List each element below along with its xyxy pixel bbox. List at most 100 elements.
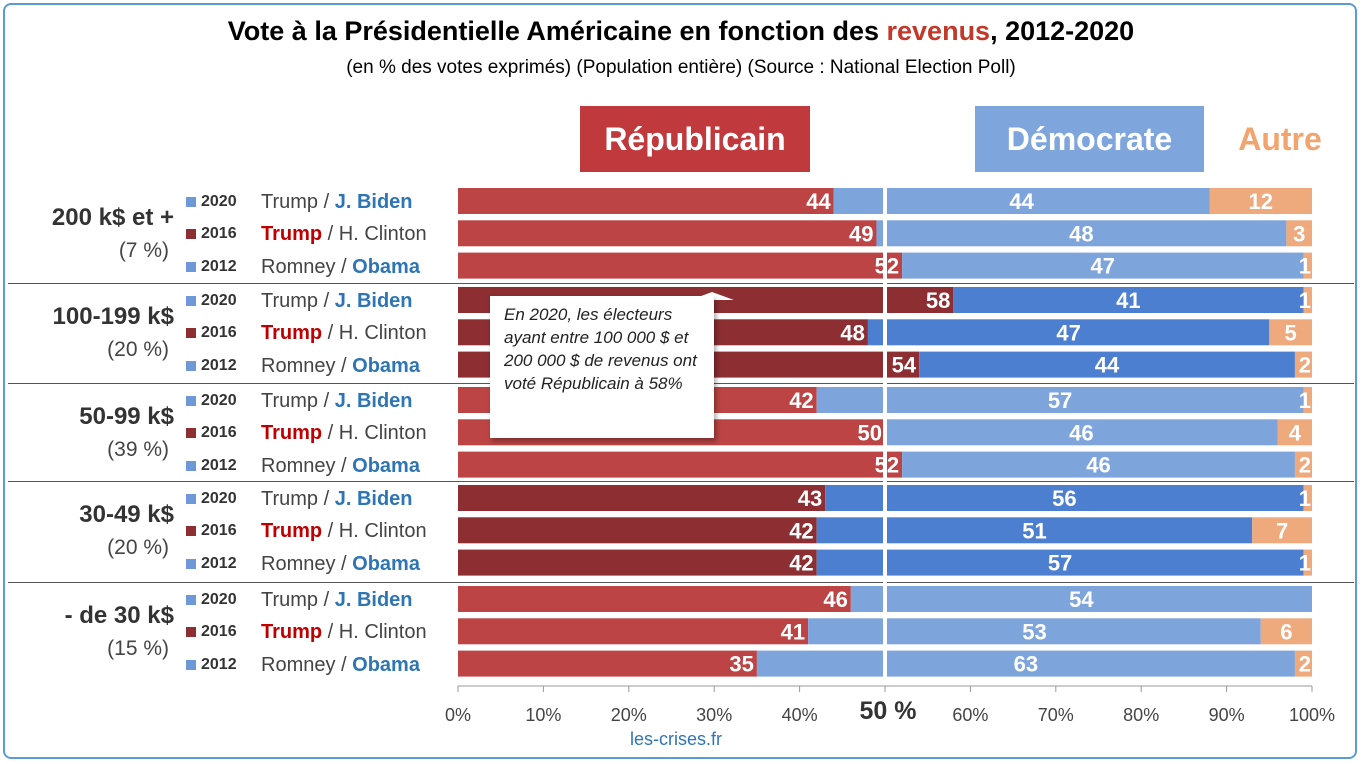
candidate-rep: Trump — [261, 223, 323, 246]
data-label-dem: 56 — [1052, 486, 1076, 511]
x-tick-label: 60% — [952, 705, 988, 725]
candidates: Trump / H. Clinton — [261, 322, 427, 345]
header-republicain: Républicain — [580, 106, 810, 172]
candidate-dem: J. Biden — [334, 191, 413, 213]
bar-autre — [1294, 351, 1312, 378]
candidate-dem: H. Clinton — [338, 621, 427, 644]
candidate-dem: J. Biden — [334, 290, 413, 312]
legend-square — [186, 428, 196, 439]
data-label-other: 3 — [1293, 221, 1305, 246]
data-label-dem: 57 — [1048, 551, 1072, 576]
election-year: 2012 — [201, 554, 237, 572]
candidate-rep: Romney — [261, 653, 336, 676]
x-tick-label: 0% — [445, 705, 471, 725]
data-label-other: 1 — [1299, 254, 1311, 279]
data-label-other: 2 — [1299, 353, 1311, 378]
legend-square — [186, 460, 196, 471]
data-label-dem: 44 — [1009, 189, 1034, 214]
election-year: 2016 — [201, 424, 237, 442]
candidate-separator: / — [318, 390, 335, 412]
candidates: Romney / Obama — [261, 455, 420, 478]
income-group-share: (39 %) — [107, 438, 169, 461]
data-label-rep: 42 — [789, 551, 813, 576]
legend-square — [186, 296, 196, 306]
callout-note: En 2020, les électeurs ayant entre 100 0… — [490, 296, 714, 438]
legend-square — [186, 197, 196, 207]
bar-democrate — [833, 188, 1210, 214]
data-label-rep: 49 — [849, 221, 873, 246]
election-year: 2020 — [201, 392, 237, 409]
candidates: Trump / H. Clinton — [261, 520, 427, 543]
header-autre: Autre — [1238, 121, 1322, 157]
election-year: 2012 — [201, 257, 237, 275]
bar-republicain — [458, 549, 817, 576]
bar-republicain — [458, 650, 757, 677]
bar-democrate — [885, 419, 1278, 446]
candidate-rep: Trump — [261, 520, 323, 543]
candidate-dem: Obama — [352, 354, 420, 377]
data-label-rep: 43 — [798, 486, 822, 511]
bar-autre — [1277, 419, 1312, 446]
legend-square — [186, 558, 196, 569]
header-democrate: Démocrate — [975, 106, 1204, 172]
candidate-rep: Trump — [261, 390, 319, 412]
candidate-separator: / — [335, 653, 353, 676]
income-group-label: 200 k$ et + — [51, 204, 174, 231]
candidate-separator: / — [322, 322, 339, 345]
title-part1: Vote à la Présidentielle Américaine en f… — [227, 16, 887, 46]
candidate-dem: J. Biden — [334, 488, 413, 510]
data-label-dem: 46 — [1069, 420, 1093, 445]
axis-tick-50-label: 50 % — [859, 697, 917, 725]
candidate-dem: H. Clinton — [338, 520, 427, 543]
data-label-other: 1 — [1299, 486, 1311, 511]
candidate-rep: Trump — [261, 322, 323, 345]
x-tick-label: 40% — [782, 705, 818, 725]
data-label-other: 1 — [1299, 551, 1311, 576]
candidates: Romney / Obama — [261, 654, 420, 677]
bar-autre — [1303, 387, 1312, 413]
income-group-share: (15 %) — [107, 637, 169, 660]
group-separator — [8, 582, 1354, 583]
bar-autre — [1303, 252, 1312, 279]
x-tick-label: 70% — [1038, 705, 1074, 725]
candidate-rep: Trump — [261, 290, 319, 312]
income-group-share: (20 %) — [107, 338, 169, 361]
bar-republicain — [458, 618, 809, 645]
x-tick-label: 20% — [611, 705, 647, 725]
legend-square — [186, 229, 196, 240]
source-label: les-crises.fr — [630, 729, 723, 749]
bar-autre — [1252, 517, 1312, 544]
candidate-rep: Trump — [261, 191, 319, 213]
income-group-share: (7 %) — [118, 239, 169, 262]
bar-democrate — [902, 451, 1295, 478]
candidate-rep: Trump — [261, 621, 323, 644]
election-year: 2016 — [201, 522, 237, 540]
x-tick-label: 10% — [525, 705, 561, 725]
data-label-rep: 35 — [729, 652, 753, 677]
candidates: Trump / J. Biden — [261, 488, 413, 511]
candidates: Trump / J. Biden — [261, 589, 413, 612]
election-year: 2020 — [201, 490, 237, 507]
bar-autre — [1294, 650, 1312, 677]
bar-autre — [1269, 319, 1312, 346]
legend-square — [186, 328, 196, 339]
bar-republicain — [458, 517, 817, 544]
candidate-rep: Trump — [261, 488, 319, 510]
bar-autre — [1303, 485, 1312, 511]
candidate-separator: / — [335, 255, 353, 278]
candidates: Trump / J. Biden — [261, 191, 413, 214]
midline-50 — [883, 186, 887, 686]
candidate-rep: Trump — [261, 422, 323, 445]
election-year: 2012 — [201, 456, 237, 474]
bar-democrate — [919, 351, 1295, 378]
election-year: 2016 — [201, 324, 237, 342]
candidate-dem: J. Biden — [334, 589, 413, 611]
election-year: 2016 — [201, 623, 237, 641]
x-tick-label: 80% — [1123, 705, 1159, 725]
candidate-dem: H. Clinton — [338, 223, 427, 246]
data-label-dem: 48 — [1069, 221, 1093, 246]
bar-republicain — [458, 451, 903, 478]
election-year: 2016 — [201, 225, 237, 243]
bar-democrate — [816, 387, 1304, 413]
bar-autre — [1303, 287, 1312, 313]
